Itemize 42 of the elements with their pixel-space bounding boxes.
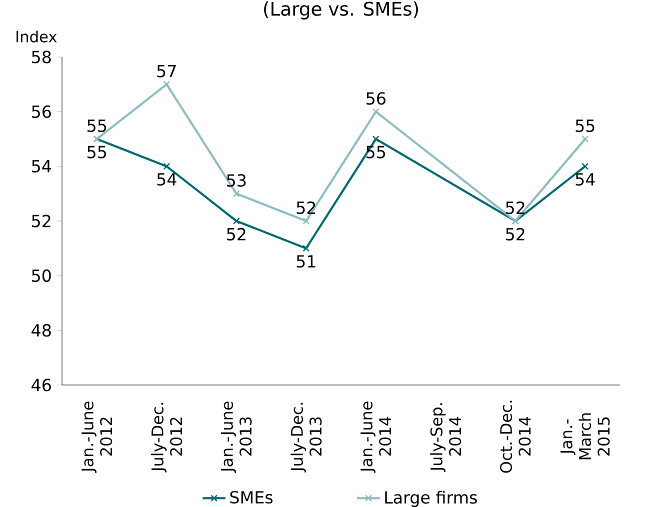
data-label: 55 — [88, 146, 106, 158]
data-label: 51 — [296, 255, 316, 268]
y-tick-label: 58 — [32, 50, 51, 64]
y-tick-label: 56 — [32, 105, 51, 118]
point — [582, 162, 589, 170]
x-tick-label: July-Dec. 2012 — [151, 402, 182, 472]
y-tick-label: 50 — [32, 269, 51, 282]
point — [232, 190, 240, 198]
x-tick-label: Jan.-June 2012 — [82, 402, 112, 473]
y-tick-label: 52 — [32, 214, 50, 228]
point — [372, 108, 380, 116]
x-tick-label: Oct.-Dec. 2014 — [500, 400, 531, 473]
data-label: 56 — [366, 92, 386, 105]
x-tick-label: July-Dec. 2013 — [290, 402, 322, 472]
chart-title: (Large vs. SMEs) — [264, 1, 418, 20]
data-label: 55 — [576, 120, 594, 132]
data-label: 54 — [576, 173, 595, 186]
point — [232, 218, 240, 224]
y-axis-title: Index — [16, 30, 57, 42]
x-tick-label: Jan.-March 2015 — [560, 413, 610, 460]
point — [302, 244, 310, 252]
data-label: 52 — [506, 201, 524, 214]
y-tick-label: 46 — [32, 378, 51, 392]
data-label: 55 — [88, 120, 106, 132]
point — [302, 218, 310, 224]
data-label: 52 — [227, 228, 246, 241]
point — [163, 80, 170, 88]
legend-label: SMEs — [230, 490, 273, 504]
point — [372, 136, 380, 142]
y-tick-label: 48 — [32, 324, 51, 337]
x-tick-label: July-Sep. 2014 — [430, 403, 462, 472]
data-label: 57 — [157, 65, 176, 78]
data-label: 52 — [296, 201, 316, 214]
data-label: 53 — [227, 174, 246, 187]
x-tick-label: Jan.-June 2014 — [360, 402, 392, 473]
y-tick-label: 54 — [32, 160, 52, 173]
point — [163, 162, 170, 170]
legend-label: Large firms — [385, 490, 477, 507]
x-tick-label: Jan.-June 2013 — [221, 402, 252, 473]
data-label: 52 — [506, 228, 524, 241]
point — [582, 136, 589, 142]
data-label: 54 — [157, 173, 176, 186]
